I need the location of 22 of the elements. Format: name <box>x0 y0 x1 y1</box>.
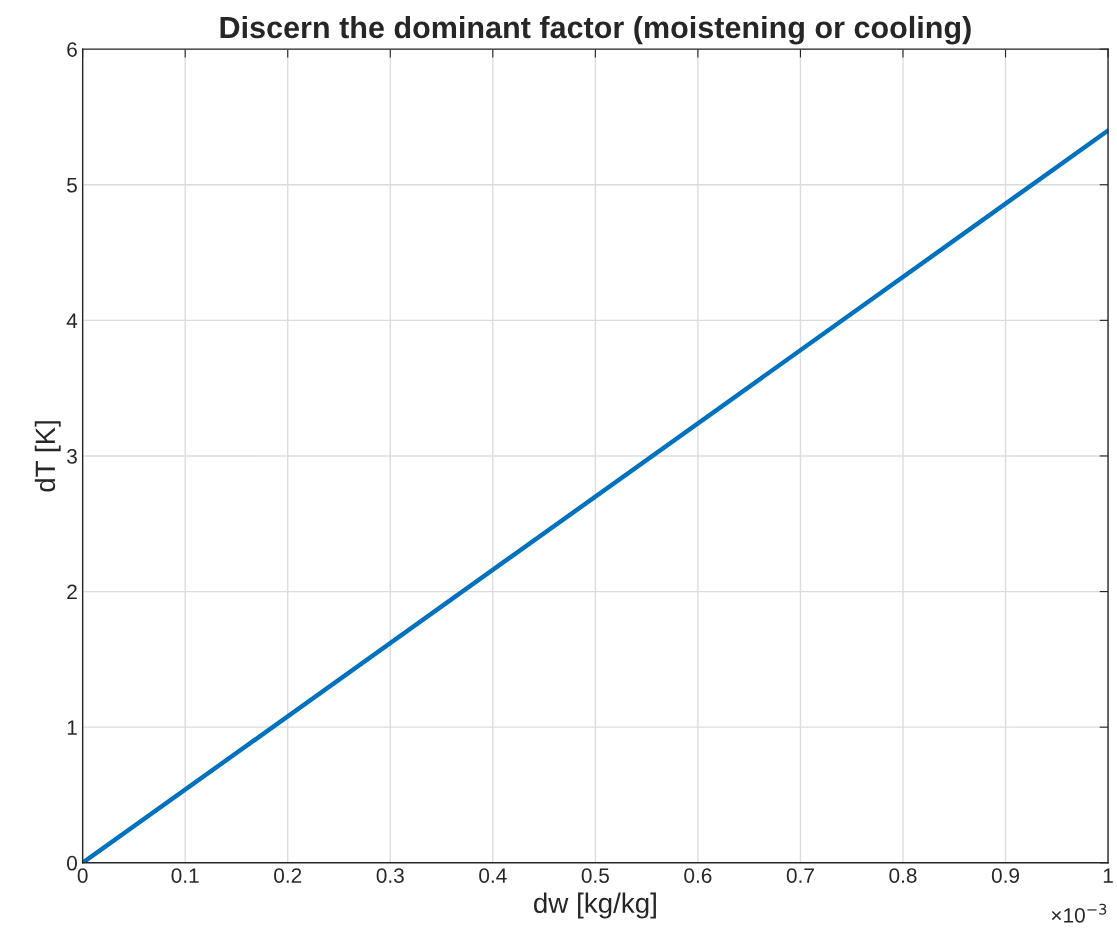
y-tick-label: 6 <box>67 42 77 57</box>
x-tick-label: 0.4 <box>479 868 507 883</box>
x-tick-label: 1 <box>1103 868 1113 883</box>
x-tick-label: 0.9 <box>991 868 1020 883</box>
y-tick-label: 5 <box>67 177 77 193</box>
text: ×10$^{−3}$ <box>1051 903 1107 923</box>
x-tick-label: 0.1 <box>171 868 199 883</box>
y-axis-title: dT [K] <box>34 421 61 492</box>
x-tick-label: 0.6 <box>684 868 712 883</box>
x-tick-label: 0 <box>77 868 88 883</box>
chart-title: Discern the dominant factor (moistening or cooling) <box>220 15 971 45</box>
y-tick-label: 3 <box>67 448 77 464</box>
x-tick-label: 0.5 <box>581 868 609 883</box>
x-tick-label: 0.2 <box>274 868 302 883</box>
y-tick-label: 1 <box>67 720 77 735</box>
y-tick-label: 0 <box>67 855 77 871</box>
x-tick-label: 0.3 <box>376 868 404 883</box>
x-tick-label: 0.7 <box>786 868 814 883</box>
x-tick-label: 0.8 <box>889 868 917 883</box>
x-axis-title: dw [kg/kg] <box>534 892 656 919</box>
y-tick-label: 4 <box>66 313 78 328</box>
y-tick-label: 2 <box>67 584 77 600</box>
